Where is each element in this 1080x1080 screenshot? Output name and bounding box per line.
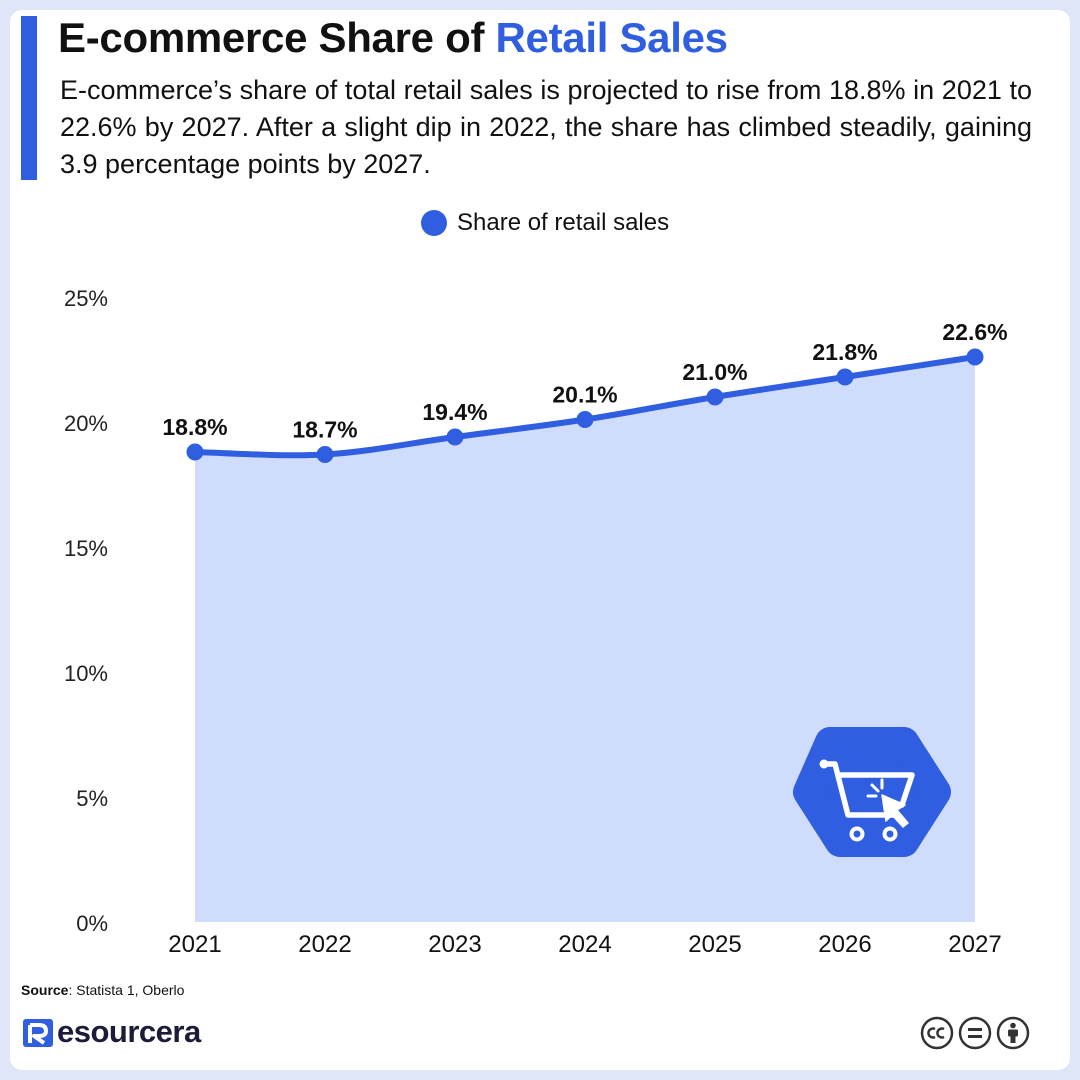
chart-legend: Share of retail sales bbox=[421, 208, 669, 238]
data-label: 22.6% bbox=[942, 319, 1007, 345]
legend-marker bbox=[421, 210, 447, 236]
source-note: Source: Statista 1, Oberlo bbox=[21, 982, 184, 998]
x-tick-label: 2027 bbox=[948, 931, 1001, 958]
shopping-cart-cursor-icon bbox=[793, 727, 951, 857]
y-tick-label: 10% bbox=[64, 661, 108, 686]
area-fill bbox=[195, 357, 975, 922]
x-tick-label: 2026 bbox=[818, 931, 871, 958]
data-point bbox=[186, 443, 204, 461]
data-points bbox=[186, 348, 984, 463]
data-label: 19.4% bbox=[422, 399, 487, 425]
legend-label: Share of retail sales bbox=[457, 209, 670, 236]
title-main: E-commerce Share of bbox=[58, 14, 496, 61]
page-title: E-commerce Share of Retail Sales bbox=[58, 14, 728, 62]
y-tick-label: 5% bbox=[76, 786, 108, 811]
person-icon bbox=[996, 1016, 1030, 1050]
x-tick-label: 2023 bbox=[428, 931, 481, 958]
x-tick-label: 2022 bbox=[298, 931, 351, 958]
source-text: : Statista 1, Oberlo bbox=[68, 982, 185, 998]
data-point bbox=[836, 368, 854, 386]
data-label: 21.0% bbox=[682, 359, 747, 385]
y-tick-label: 20% bbox=[64, 411, 108, 436]
y-tick-label: 0% bbox=[76, 911, 108, 936]
resourcera-r-logo-icon bbox=[23, 1019, 53, 1047]
cc-icon bbox=[920, 1016, 954, 1050]
y-tick-label: 25% bbox=[64, 286, 108, 311]
equals-icon bbox=[958, 1016, 992, 1050]
data-label: 20.1% bbox=[552, 382, 617, 408]
brand-logo: esourcera bbox=[21, 1014, 201, 1050]
source-label: Source bbox=[21, 982, 69, 998]
data-point bbox=[966, 348, 984, 366]
title-highlight: Retail Sales bbox=[495, 14, 729, 61]
subtitle: E-commerce’s share of total retail sales… bbox=[60, 75, 1032, 179]
data-label: 18.8% bbox=[162, 414, 227, 440]
license-icons bbox=[920, 1016, 1030, 1050]
x-tick-label: 2024 bbox=[558, 931, 611, 958]
x-tick-label: 2021 bbox=[168, 931, 221, 958]
data-point bbox=[316, 446, 334, 463]
x-axis: 2021 2022 2023 2024 2025 2026 2027 bbox=[168, 931, 1001, 958]
y-axis: 0% 5% 10% 15% 20% 25% bbox=[64, 286, 108, 936]
x-tick-label: 2025 bbox=[688, 931, 741, 958]
data-labels: 18.8% 18.7% 19.4% 20.1% 21.0% 21.8% 22.6% bbox=[162, 319, 1007, 443]
data-point bbox=[576, 411, 594, 428]
data-point bbox=[446, 428, 464, 446]
y-tick-label: 15% bbox=[64, 536, 108, 561]
data-label: 18.7% bbox=[292, 417, 357, 443]
data-label: 21.8% bbox=[812, 339, 877, 365]
accent-bar bbox=[21, 16, 37, 180]
data-point bbox=[706, 388, 724, 406]
brand-name: esourcera bbox=[57, 1014, 201, 1049]
